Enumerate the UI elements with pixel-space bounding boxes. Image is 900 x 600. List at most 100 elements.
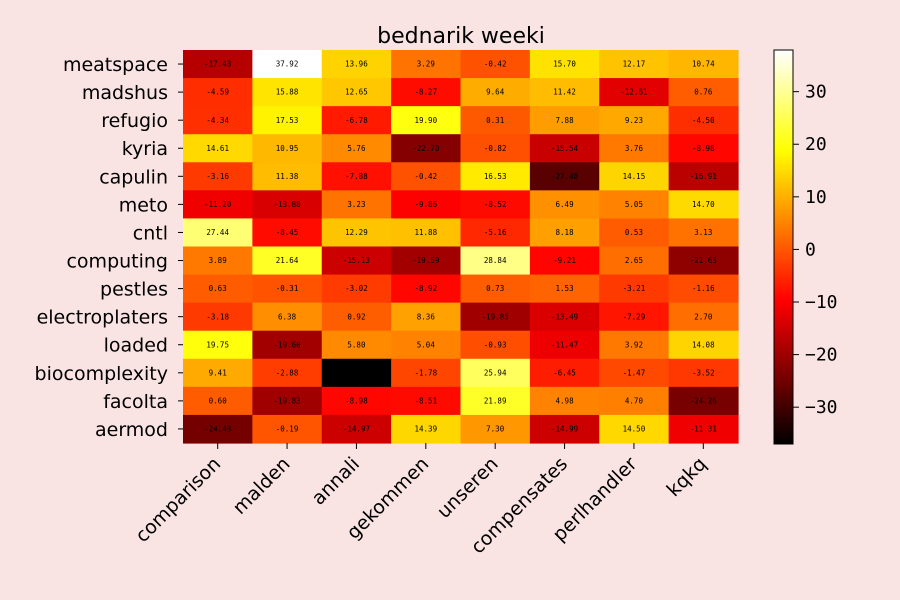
heatmap-cell — [599, 218, 670, 248]
cell-value-label: 0.60 — [209, 396, 228, 405]
cell-value-label: 14.39 — [415, 425, 438, 434]
cell-value-label: 4.70 — [625, 396, 644, 405]
heatmap-cell — [391, 274, 462, 304]
cell-value-label: -4.50 — [692, 116, 715, 125]
cell-value-label: 5.05 — [625, 200, 643, 209]
cell-value-label: 14.70 — [692, 200, 715, 209]
cell-value-label: 15.88 — [276, 88, 299, 97]
cell-value-label: -24.43 — [204, 425, 231, 434]
heatmap-cell — [252, 134, 323, 163]
cell-value-label: 0.92 — [347, 312, 365, 321]
colorbar-tick-label: −30 — [805, 397, 838, 418]
heatmap-cell — [252, 162, 323, 191]
cell-value-label: -16.91 — [690, 172, 717, 181]
row-label: electroplaters — [37, 307, 168, 329]
cell-value-label: 3.29 — [417, 60, 435, 69]
heatmap-cell — [252, 358, 323, 388]
cell-value-label: -24.26 — [690, 396, 718, 405]
cell-value-label: 9.64 — [486, 88, 505, 97]
cell-value-label: 11.88 — [415, 228, 438, 237]
cell-value-label: -22.70 — [412, 144, 440, 153]
cell-value-label: 6.38 — [278, 312, 297, 321]
cell-value-label: 14.08 — [692, 340, 715, 349]
heatmap-cell — [529, 218, 600, 248]
cell-value-label: 0.31 — [486, 116, 504, 125]
cell-value-label: 12.65 — [345, 88, 368, 97]
cell-value-label: -8.45 — [276, 228, 299, 237]
cell-value-label: 11.42 — [553, 88, 576, 97]
cell-value-label: 37.92 — [276, 60, 299, 69]
cell-value-label: -15.54 — [551, 144, 579, 153]
cell-value-label: 2.70 — [694, 312, 713, 321]
cell-value-label: -8.98 — [345, 396, 368, 405]
cell-value-label: 0.63 — [209, 284, 227, 293]
cell-value-label: -9.21 — [553, 256, 576, 265]
row-label: loaded — [104, 335, 168, 357]
cell-value-label: 3.13 — [694, 228, 712, 237]
cell-value-label: -17.43 — [204, 60, 231, 69]
heatmap-cell — [183, 190, 253, 220]
cell-value-label: 12.29 — [345, 228, 368, 237]
cell-value-label: 25.94 — [484, 368, 507, 377]
heatmap-cell — [599, 246, 670, 276]
heatmap-cell — [183, 358, 253, 388]
heatmap-cell — [252, 190, 323, 220]
cell-value-label: 3.92 — [625, 340, 643, 349]
heatmap-cell — [529, 358, 600, 388]
cell-value-label: 14.50 — [623, 425, 646, 434]
heatmap-cell — [668, 106, 739, 135]
heatmap-cell — [599, 50, 670, 79]
cell-value-label: 3.76 — [625, 144, 644, 153]
column-label: annali — [307, 453, 364, 510]
heatmap-cell — [252, 302, 323, 332]
heatmap-cell — [183, 414, 253, 444]
heatmap-cell — [460, 50, 531, 79]
heatmap-cell — [599, 106, 670, 135]
heatmap-cell — [252, 274, 323, 304]
cell-value-label: -1.78 — [415, 368, 438, 377]
heatmap-cell — [391, 106, 462, 135]
cell-value-label: 5.04 — [417, 340, 436, 349]
heatmap-cell — [599, 302, 670, 332]
cell-value-label: 2.65 — [625, 256, 643, 265]
column-label: kqkq — [663, 453, 711, 501]
cell-value-label: -3.16 — [206, 172, 229, 181]
heatmap-cell — [183, 246, 253, 276]
heatmap-cell — [668, 414, 739, 444]
cell-value-label: -8.52 — [484, 200, 507, 209]
heatmap-cell — [391, 386, 462, 416]
cell-value-label: -1.16 — [692, 284, 715, 293]
cell-value-label: -19.59 — [412, 256, 439, 265]
heatmap-cell — [529, 302, 600, 332]
cell-value-label: 27.44 — [206, 228, 229, 237]
heatmap-cell — [321, 330, 392, 360]
cell-value-label: -0.82 — [484, 144, 507, 153]
cell-value-label: -4.34 — [206, 116, 229, 125]
heatmap-cell — [460, 302, 531, 332]
heatmap-cell — [668, 386, 739, 416]
row-label: biocomplexity — [35, 363, 168, 385]
heatmap-cell — [599, 414, 670, 444]
cell-value-label: -27.48 — [551, 172, 579, 181]
cell-value-label: -9.86 — [415, 200, 438, 209]
heatmap-cell — [391, 414, 462, 444]
cell-value-label: -8.51 — [415, 396, 438, 405]
cell-value-label: -6.78 — [345, 116, 368, 125]
cell-value-label: -21.65 — [690, 256, 717, 265]
heatmap-cell — [529, 190, 600, 220]
heatmap-cell — [460, 330, 531, 360]
heatmap-cell — [599, 162, 670, 191]
heatmap-cell — [321, 302, 392, 332]
cell-value-label: -7.29 — [623, 312, 646, 321]
heatmap-cell — [529, 106, 600, 135]
cell-value-label: -12.61 — [620, 88, 647, 97]
heatmap-cell — [391, 50, 462, 79]
heatmap-cell — [252, 106, 323, 135]
heatmap-cell — [321, 50, 392, 79]
heatmap-cell — [460, 190, 531, 220]
heatmap-cell — [668, 190, 739, 220]
colorbar-tick-label: 10 — [805, 187, 827, 208]
cell-value-label: 12.17 — [623, 60, 646, 69]
heatmap-cell — [321, 386, 392, 416]
